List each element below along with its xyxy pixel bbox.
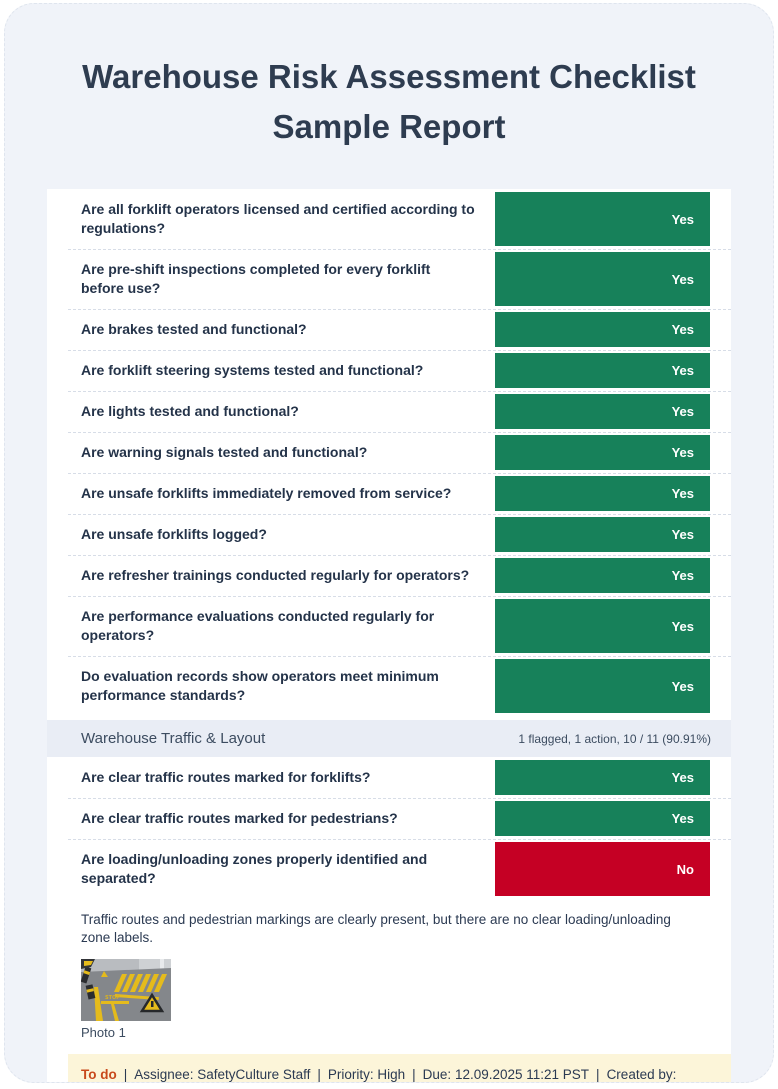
checklist-row: Are clear traffic routes marked for pede… bbox=[47, 798, 731, 839]
media-block: STOP Photo 1 bbox=[47, 947, 731, 1040]
answer-badge: Yes bbox=[495, 353, 710, 388]
checklist-row: Are unsafe forklifts logged? Yes bbox=[47, 514, 731, 555]
checklist-row: Do evaluation records show operators mee… bbox=[47, 656, 731, 716]
answer-badge: Yes bbox=[495, 252, 710, 306]
answer-badge: Yes bbox=[495, 659, 710, 713]
flagged-item-note: Traffic routes and pedestrian markings a… bbox=[81, 912, 671, 945]
todo-due: Due: 12.09.2025 11:21 PST bbox=[422, 1067, 590, 1082]
report-page: Warehouse Risk Assessment Checklist Samp… bbox=[4, 3, 774, 1083]
page-title-line1: Warehouse Risk Assessment Checklist bbox=[82, 58, 696, 95]
separator: | bbox=[317, 1067, 321, 1082]
answer-badge: Yes bbox=[495, 760, 710, 795]
todo-action-bar[interactable]: To do | Assignee: SafetyCulture Staff | Prio… bbox=[68, 1054, 731, 1082]
question-text: Are clear traffic routes marked for fork… bbox=[81, 769, 371, 785]
checklist-row: Are pre-shift inspections completed for … bbox=[47, 249, 731, 309]
question-text: Are pre-shift inspections completed for … bbox=[81, 261, 431, 296]
checklist-row: Are brakes tested and functional? Yes bbox=[47, 309, 731, 350]
question-text: Are unsafe forklifts immediately removed… bbox=[81, 485, 452, 501]
question-text: Are refresher trainings conducted regula… bbox=[81, 567, 470, 583]
svg-text:STOP: STOP bbox=[105, 995, 120, 1001]
question-text: Are lights tested and functional? bbox=[81, 403, 299, 419]
checklist-row: Are refresher trainings conducted regula… bbox=[47, 555, 731, 596]
question-text: Are warning signals tested and functiona… bbox=[81, 444, 368, 460]
question-text: Are brakes tested and functional? bbox=[81, 321, 307, 337]
question-text: Are unsafe forklifts logged? bbox=[81, 526, 267, 542]
photo-caption: Photo 1 bbox=[81, 1025, 126, 1040]
question-text: Are forklift steering systems tested and… bbox=[81, 362, 424, 378]
answer-badge: Yes bbox=[495, 476, 710, 511]
answer-badge: Yes bbox=[495, 517, 710, 552]
todo-status-label: To do bbox=[81, 1067, 117, 1082]
answer-badge: Yes bbox=[495, 558, 710, 593]
page-title: Warehouse Risk Assessment Checklist Samp… bbox=[5, 52, 773, 152]
question-text: Are performance evaluations conducted re… bbox=[81, 608, 435, 643]
question-text: Do evaluation records show operators mee… bbox=[81, 668, 439, 703]
question-text: Are clear traffic routes marked for pede… bbox=[81, 810, 398, 826]
checklist-row: Are forklift steering systems tested and… bbox=[47, 350, 731, 391]
section-header: Warehouse Traffic & Layout 1 flagged, 1 … bbox=[47, 720, 731, 757]
answer-badge: Yes bbox=[495, 599, 710, 653]
separator: | bbox=[412, 1067, 416, 1082]
section-stats: 1 flagged, 1 action, 10 / 11 (90.91%) bbox=[518, 731, 711, 746]
checklist-row: Are clear traffic routes marked for fork… bbox=[47, 757, 731, 798]
photo-thumbnail[interactable]: STOP bbox=[81, 959, 171, 1021]
warehouse-floor-photo: STOP bbox=[81, 959, 171, 1021]
section-title: Warehouse Traffic & Layout bbox=[81, 730, 266, 747]
checklist-row: Are warning signals tested and functiona… bbox=[47, 432, 731, 473]
separator: | bbox=[596, 1067, 600, 1082]
checklist-card: Are all forklift operators licensed and … bbox=[47, 189, 731, 1082]
separator: | bbox=[123, 1067, 128, 1082]
page-title-line2: Sample Report bbox=[272, 108, 506, 145]
answer-badge: Yes bbox=[495, 312, 710, 347]
todo-assignee: Assignee: SafetyCulture Staff bbox=[134, 1067, 311, 1082]
checklist-row: Are performance evaluations conducted re… bbox=[47, 596, 731, 656]
answer-badge: Yes bbox=[495, 801, 710, 836]
answer-badge: No bbox=[495, 842, 710, 896]
checklist-row: Are all forklift operators licensed and … bbox=[47, 189, 731, 249]
question-text: Are loading/unloading zones properly ide… bbox=[81, 851, 428, 886]
question-text: Are all forklift operators licensed and … bbox=[81, 201, 475, 236]
checklist-row: Are unsafe forklifts immediately removed… bbox=[47, 473, 731, 514]
answer-badge: Yes bbox=[495, 192, 710, 246]
checklist-row: Are lights tested and functional? Yes bbox=[47, 391, 731, 432]
todo-priority: Priority: High bbox=[327, 1067, 406, 1082]
todo-created-by: Created by: SafetyCulture Staff bbox=[606, 1067, 677, 1082]
answer-badge: Yes bbox=[495, 435, 710, 470]
checklist-row: Are loading/unloading zones properly ide… bbox=[47, 839, 731, 899]
answer-badge: Yes bbox=[495, 394, 710, 429]
